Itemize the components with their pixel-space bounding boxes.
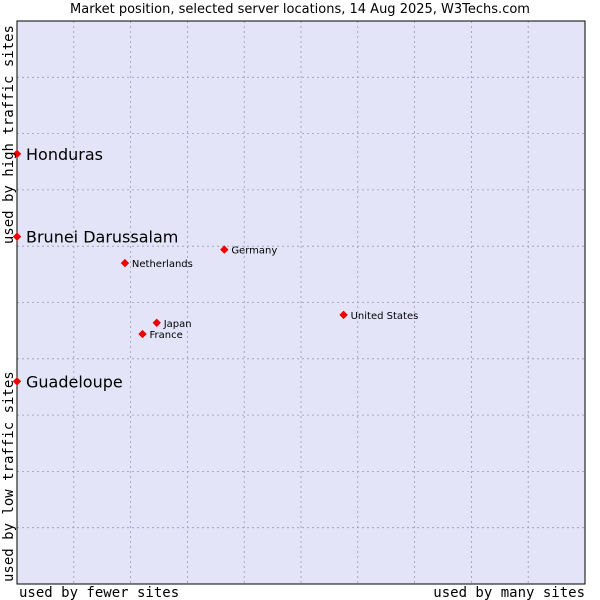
data-point-label: Guadeloupe (26, 372, 123, 391)
data-point (120, 258, 130, 268)
data-points: Honduras Brunei Darussalam Guadeloupe Germa… (12, 145, 419, 391)
data-point (152, 318, 161, 327)
data-point-label: Germany (231, 246, 277, 257)
plot-border (16, 20, 586, 585)
data-point (339, 310, 348, 320)
data-point (12, 232, 22, 241)
data-point-label: Japan (163, 319, 192, 330)
data-point-label: Brunei Darussalam (26, 228, 178, 247)
grid-lines (17, 21, 585, 584)
data-point (138, 329, 147, 339)
y-axis-top-label: used by high traffic sites (1, 25, 17, 244)
x-axis-left-label: used by fewer sites (19, 585, 179, 600)
chart-title: Market position, selected server locatio… (70, 2, 530, 17)
data-point-label: United States (351, 311, 419, 322)
data-point (220, 245, 229, 254)
data-point-label: Honduras (26, 145, 103, 164)
x-axis-right-label: used by many sites (433, 585, 585, 600)
y-axis-bottom-label: used by low traffic sites (1, 371, 17, 582)
data-point (12, 149, 22, 159)
data-point (12, 377, 22, 386)
data-point-label: Netherlands (132, 259, 193, 270)
data-point-label: France (150, 330, 183, 341)
